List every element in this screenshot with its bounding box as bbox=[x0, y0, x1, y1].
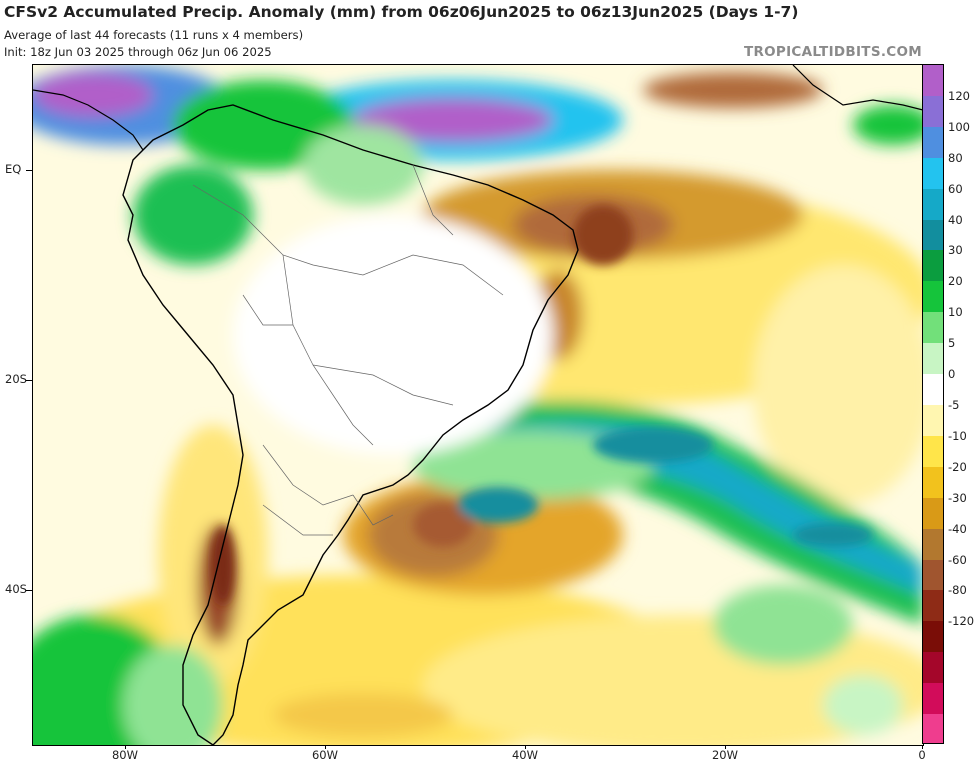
chart-subtitle-ensemble: Average of last 44 forecasts (11 runs x … bbox=[4, 28, 304, 42]
lat-label-eq: EQ bbox=[5, 162, 22, 176]
lon-tick-20w bbox=[725, 745, 726, 749]
colorbar-swatch bbox=[923, 497, 943, 529]
colorbar-swatch bbox=[923, 590, 943, 622]
colorbar-swatch bbox=[923, 559, 943, 591]
colorbar-label: 10 bbox=[948, 305, 963, 320]
colorbar-swatch bbox=[923, 65, 943, 96]
colorbar-swatch bbox=[923, 374, 943, 405]
colorbar-label: 100 bbox=[948, 119, 970, 134]
colorbar-swatch bbox=[923, 188, 943, 220]
anomaly-field-detail bbox=[211, 205, 873, 605]
colorbar-swatch bbox=[923, 219, 943, 251]
chart-title: CFSv2 Accumulated Precip. Anomaly (mm) f… bbox=[4, 3, 799, 21]
colorbar-swatch bbox=[923, 157, 943, 189]
lon-label-80w: 80W bbox=[111, 748, 139, 762]
colorbar-label: -80 bbox=[948, 583, 967, 598]
colorbar-label: 20 bbox=[948, 274, 963, 289]
colorbar-swatch bbox=[923, 652, 943, 684]
south-america-coastline bbox=[122, 104, 579, 745]
map-canvas bbox=[33, 65, 923, 745]
colorbar-swatch bbox=[923, 528, 943, 560]
country-borders bbox=[192, 164, 504, 536]
anomaly-field bbox=[33, 65, 923, 745]
lat-label-40s: 40S bbox=[5, 582, 27, 596]
lat-tick-eq bbox=[26, 170, 32, 171]
chart-subtitle-init: Init: 18z Jun 03 2025 through 06z Jun 06… bbox=[4, 45, 272, 59]
lon-tick-80w bbox=[125, 745, 126, 749]
colorbar-swatch bbox=[923, 312, 943, 344]
lon-label-40w: 40W bbox=[511, 748, 539, 762]
central-america-coastline bbox=[33, 89, 144, 151]
colorbar-label: -40 bbox=[948, 521, 967, 536]
colorbar-label: 0 bbox=[948, 367, 956, 382]
precip-anomaly-map bbox=[32, 64, 924, 746]
colorbar-swatch bbox=[923, 683, 943, 715]
brand-watermark: TROPICALTIDBITS.COM bbox=[743, 44, 922, 60]
colorbar-swatch bbox=[923, 714, 943, 743]
colorbar-label: 80 bbox=[948, 150, 963, 165]
colorbar-label: -30 bbox=[948, 490, 967, 505]
lon-label-60w: 60W bbox=[311, 748, 339, 762]
lat-tick-20s bbox=[26, 380, 32, 381]
colorbar-swatch bbox=[923, 343, 943, 375]
colorbar-swatch bbox=[923, 466, 943, 498]
colorbar-label: -10 bbox=[948, 428, 967, 443]
lon-tick-0 bbox=[922, 745, 923, 749]
lon-label-0: 0 bbox=[918, 748, 926, 762]
colorbar-label: 40 bbox=[948, 212, 963, 227]
colorbar-swatch bbox=[923, 126, 943, 158]
colorbar-label: 30 bbox=[948, 243, 963, 258]
colorbar-label: -60 bbox=[948, 552, 967, 567]
colorbar-swatch bbox=[923, 281, 943, 313]
colorbar bbox=[922, 64, 944, 744]
lat-tick-40s bbox=[26, 590, 32, 591]
colorbar-swatch bbox=[923, 250, 943, 282]
colorbar-label: 120 bbox=[948, 88, 970, 103]
colorbar-swatch bbox=[923, 621, 943, 653]
colorbar-swatch bbox=[923, 435, 943, 467]
lon-tick-60w bbox=[325, 745, 326, 749]
colorbar-label: -5 bbox=[948, 398, 960, 412]
lat-label-20s: 20S bbox=[5, 372, 27, 386]
colorbar-label: 5 bbox=[948, 336, 956, 351]
africa-coastline bbox=[792, 65, 923, 111]
lon-label-20w: 20W bbox=[711, 748, 739, 762]
lon-tick-40w bbox=[525, 745, 526, 749]
colorbar-label: -120 bbox=[948, 614, 974, 629]
colorbar-label: -20 bbox=[948, 459, 967, 474]
colorbar-swatch bbox=[923, 95, 943, 127]
colorbar-swatch bbox=[923, 404, 943, 436]
colorbar-label: 60 bbox=[948, 181, 963, 196]
